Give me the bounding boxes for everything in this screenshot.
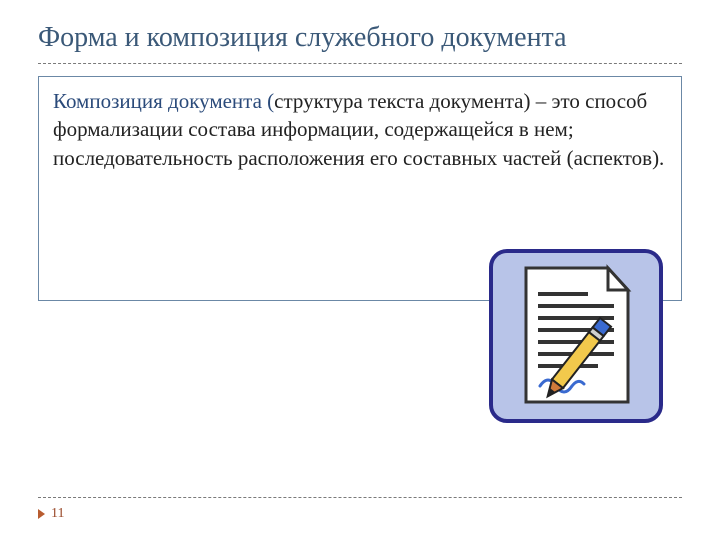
slide-title: Форма и композиция служебного документа [0,0,720,63]
document-pencil-icon [488,248,664,424]
title-divider [38,63,682,64]
footer-divider [38,497,682,498]
page-number-marker: 11 [38,506,64,522]
page-number: 11 [51,506,64,522]
triangle-bullet-icon [38,509,45,519]
lead-text: Композиция документа ( [53,89,274,113]
